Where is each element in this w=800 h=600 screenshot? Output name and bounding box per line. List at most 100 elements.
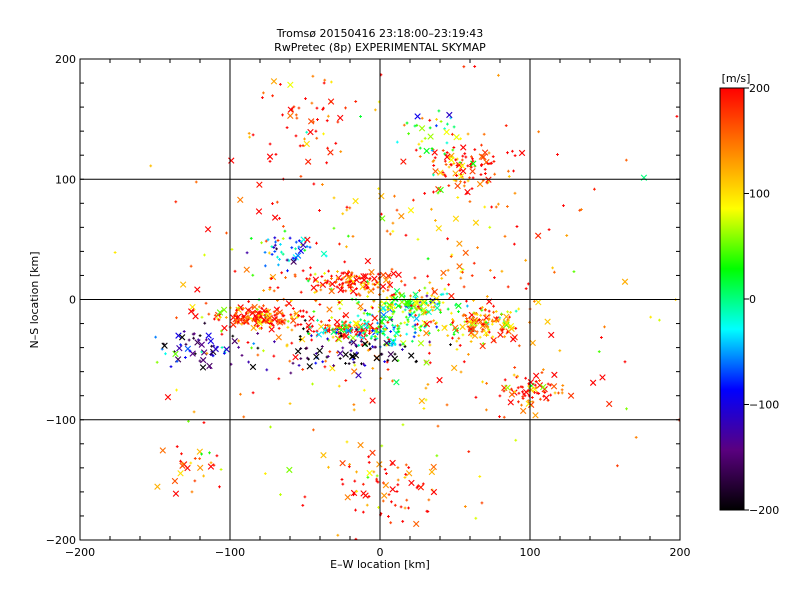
data-point-plus bbox=[366, 312, 369, 315]
data-point-plus bbox=[348, 329, 352, 333]
data-point-plus bbox=[565, 234, 569, 237]
data-point-plus bbox=[188, 349, 192, 353]
data-point-plus bbox=[502, 389, 506, 393]
data-point-plus bbox=[467, 327, 471, 331]
data-point-cross bbox=[462, 249, 469, 256]
data-point-cross bbox=[458, 162, 466, 169]
data-point-cross bbox=[518, 149, 526, 157]
data-point-plus bbox=[247, 308, 251, 312]
data-point-plus bbox=[189, 461, 193, 465]
data-point-plus bbox=[344, 361, 347, 365]
data-point-plus bbox=[456, 196, 460, 199]
data-point-plus bbox=[192, 336, 195, 340]
data-point-plus bbox=[251, 273, 255, 277]
data-point-plus bbox=[443, 159, 447, 163]
data-point-plus bbox=[458, 169, 462, 172]
data-point-plus bbox=[174, 200, 178, 204]
data-point-plus bbox=[355, 293, 358, 297]
data-point-plus bbox=[362, 311, 366, 315]
data-point-plus bbox=[418, 306, 422, 310]
data-point-plus bbox=[464, 155, 468, 159]
data-point-plus bbox=[419, 324, 423, 328]
data-point-plus bbox=[273, 236, 277, 240]
data-point-cross bbox=[606, 400, 613, 408]
data-point-plus bbox=[624, 158, 628, 162]
data-point-cross bbox=[430, 488, 438, 496]
data-point-plus bbox=[363, 342, 367, 345]
data-point-plus bbox=[460, 158, 464, 162]
data-point-plus bbox=[382, 329, 386, 333]
data-point-cross bbox=[454, 182, 461, 190]
data-point-plus bbox=[327, 465, 330, 469]
data-point-plus bbox=[493, 172, 497, 176]
data-point-plus bbox=[362, 281, 366, 285]
data-point-plus bbox=[239, 392, 242, 396]
data-point-plus bbox=[335, 285, 339, 289]
data-point-plus bbox=[315, 279, 319, 283]
data-point-plus bbox=[249, 237, 253, 240]
data-point-plus bbox=[516, 386, 520, 390]
data-point-plus bbox=[303, 137, 306, 141]
data-point-plus bbox=[428, 340, 432, 344]
data-point-plus bbox=[248, 135, 251, 139]
data-point-plus bbox=[300, 315, 304, 319]
data-point-plus bbox=[314, 361, 318, 365]
data-point-plus bbox=[298, 144, 302, 148]
data-point-cross bbox=[408, 479, 415, 487]
data-point-plus bbox=[396, 483, 400, 487]
data-point-plus bbox=[355, 328, 358, 331]
data-point-plus bbox=[332, 226, 336, 230]
data-point-plus bbox=[251, 391, 255, 395]
data-point-cross bbox=[221, 324, 228, 332]
data-point-cross bbox=[230, 321, 237, 328]
data-point-cross bbox=[420, 306, 427, 313]
data-point-plus bbox=[503, 378, 507, 382]
data-point-plus bbox=[375, 330, 379, 334]
data-point-plus bbox=[348, 321, 352, 324]
data-point-cross bbox=[159, 447, 166, 454]
data-point-plus bbox=[347, 323, 351, 327]
data-point-plus bbox=[558, 349, 562, 353]
data-point-plus bbox=[297, 363, 301, 367]
data-point-plus bbox=[526, 282, 530, 286]
data-point-plus bbox=[374, 345, 378, 349]
data-point-cross bbox=[363, 320, 370, 327]
data-point-plus bbox=[390, 344, 394, 347]
data-point-plus bbox=[387, 285, 391, 289]
data-point-cross bbox=[429, 298, 437, 306]
data-point-plus bbox=[208, 451, 211, 455]
data-point-plus bbox=[409, 307, 413, 311]
data-point-plus bbox=[390, 500, 393, 504]
data-point-plus bbox=[290, 328, 294, 332]
data-point-cross bbox=[337, 114, 344, 122]
data-point-plus bbox=[490, 161, 493, 165]
data-point-plus bbox=[391, 221, 395, 225]
data-point-plus bbox=[288, 359, 292, 363]
data-point-plus bbox=[410, 339, 414, 343]
data-point-plus bbox=[390, 462, 394, 466]
data-point-plus bbox=[380, 321, 384, 325]
data-point-plus bbox=[293, 324, 297, 328]
data-point-plus bbox=[339, 334, 343, 338]
data-point-plus bbox=[304, 347, 308, 350]
data-point-cross bbox=[434, 304, 441, 312]
data-point-plus bbox=[462, 65, 466, 69]
data-point-plus bbox=[426, 257, 430, 261]
data-point-plus bbox=[462, 285, 466, 289]
data-point-plus bbox=[381, 327, 385, 330]
data-point-plus bbox=[485, 381, 488, 385]
data-point-plus bbox=[467, 450, 471, 454]
data-point-cross bbox=[364, 257, 372, 265]
data-point-cross bbox=[391, 355, 399, 363]
data-point-plus bbox=[388, 316, 392, 319]
data-point-plus bbox=[541, 368, 545, 372]
data-point-plus bbox=[430, 294, 434, 298]
data-point-cross bbox=[376, 461, 383, 468]
data-point-plus bbox=[247, 300, 251, 303]
data-point-plus bbox=[366, 295, 370, 298]
data-point-cross bbox=[412, 291, 419, 298]
data-point-plus bbox=[113, 251, 117, 254]
data-point-plus bbox=[297, 239, 301, 243]
data-point-plus bbox=[299, 357, 303, 361]
data-point-plus bbox=[414, 296, 417, 300]
